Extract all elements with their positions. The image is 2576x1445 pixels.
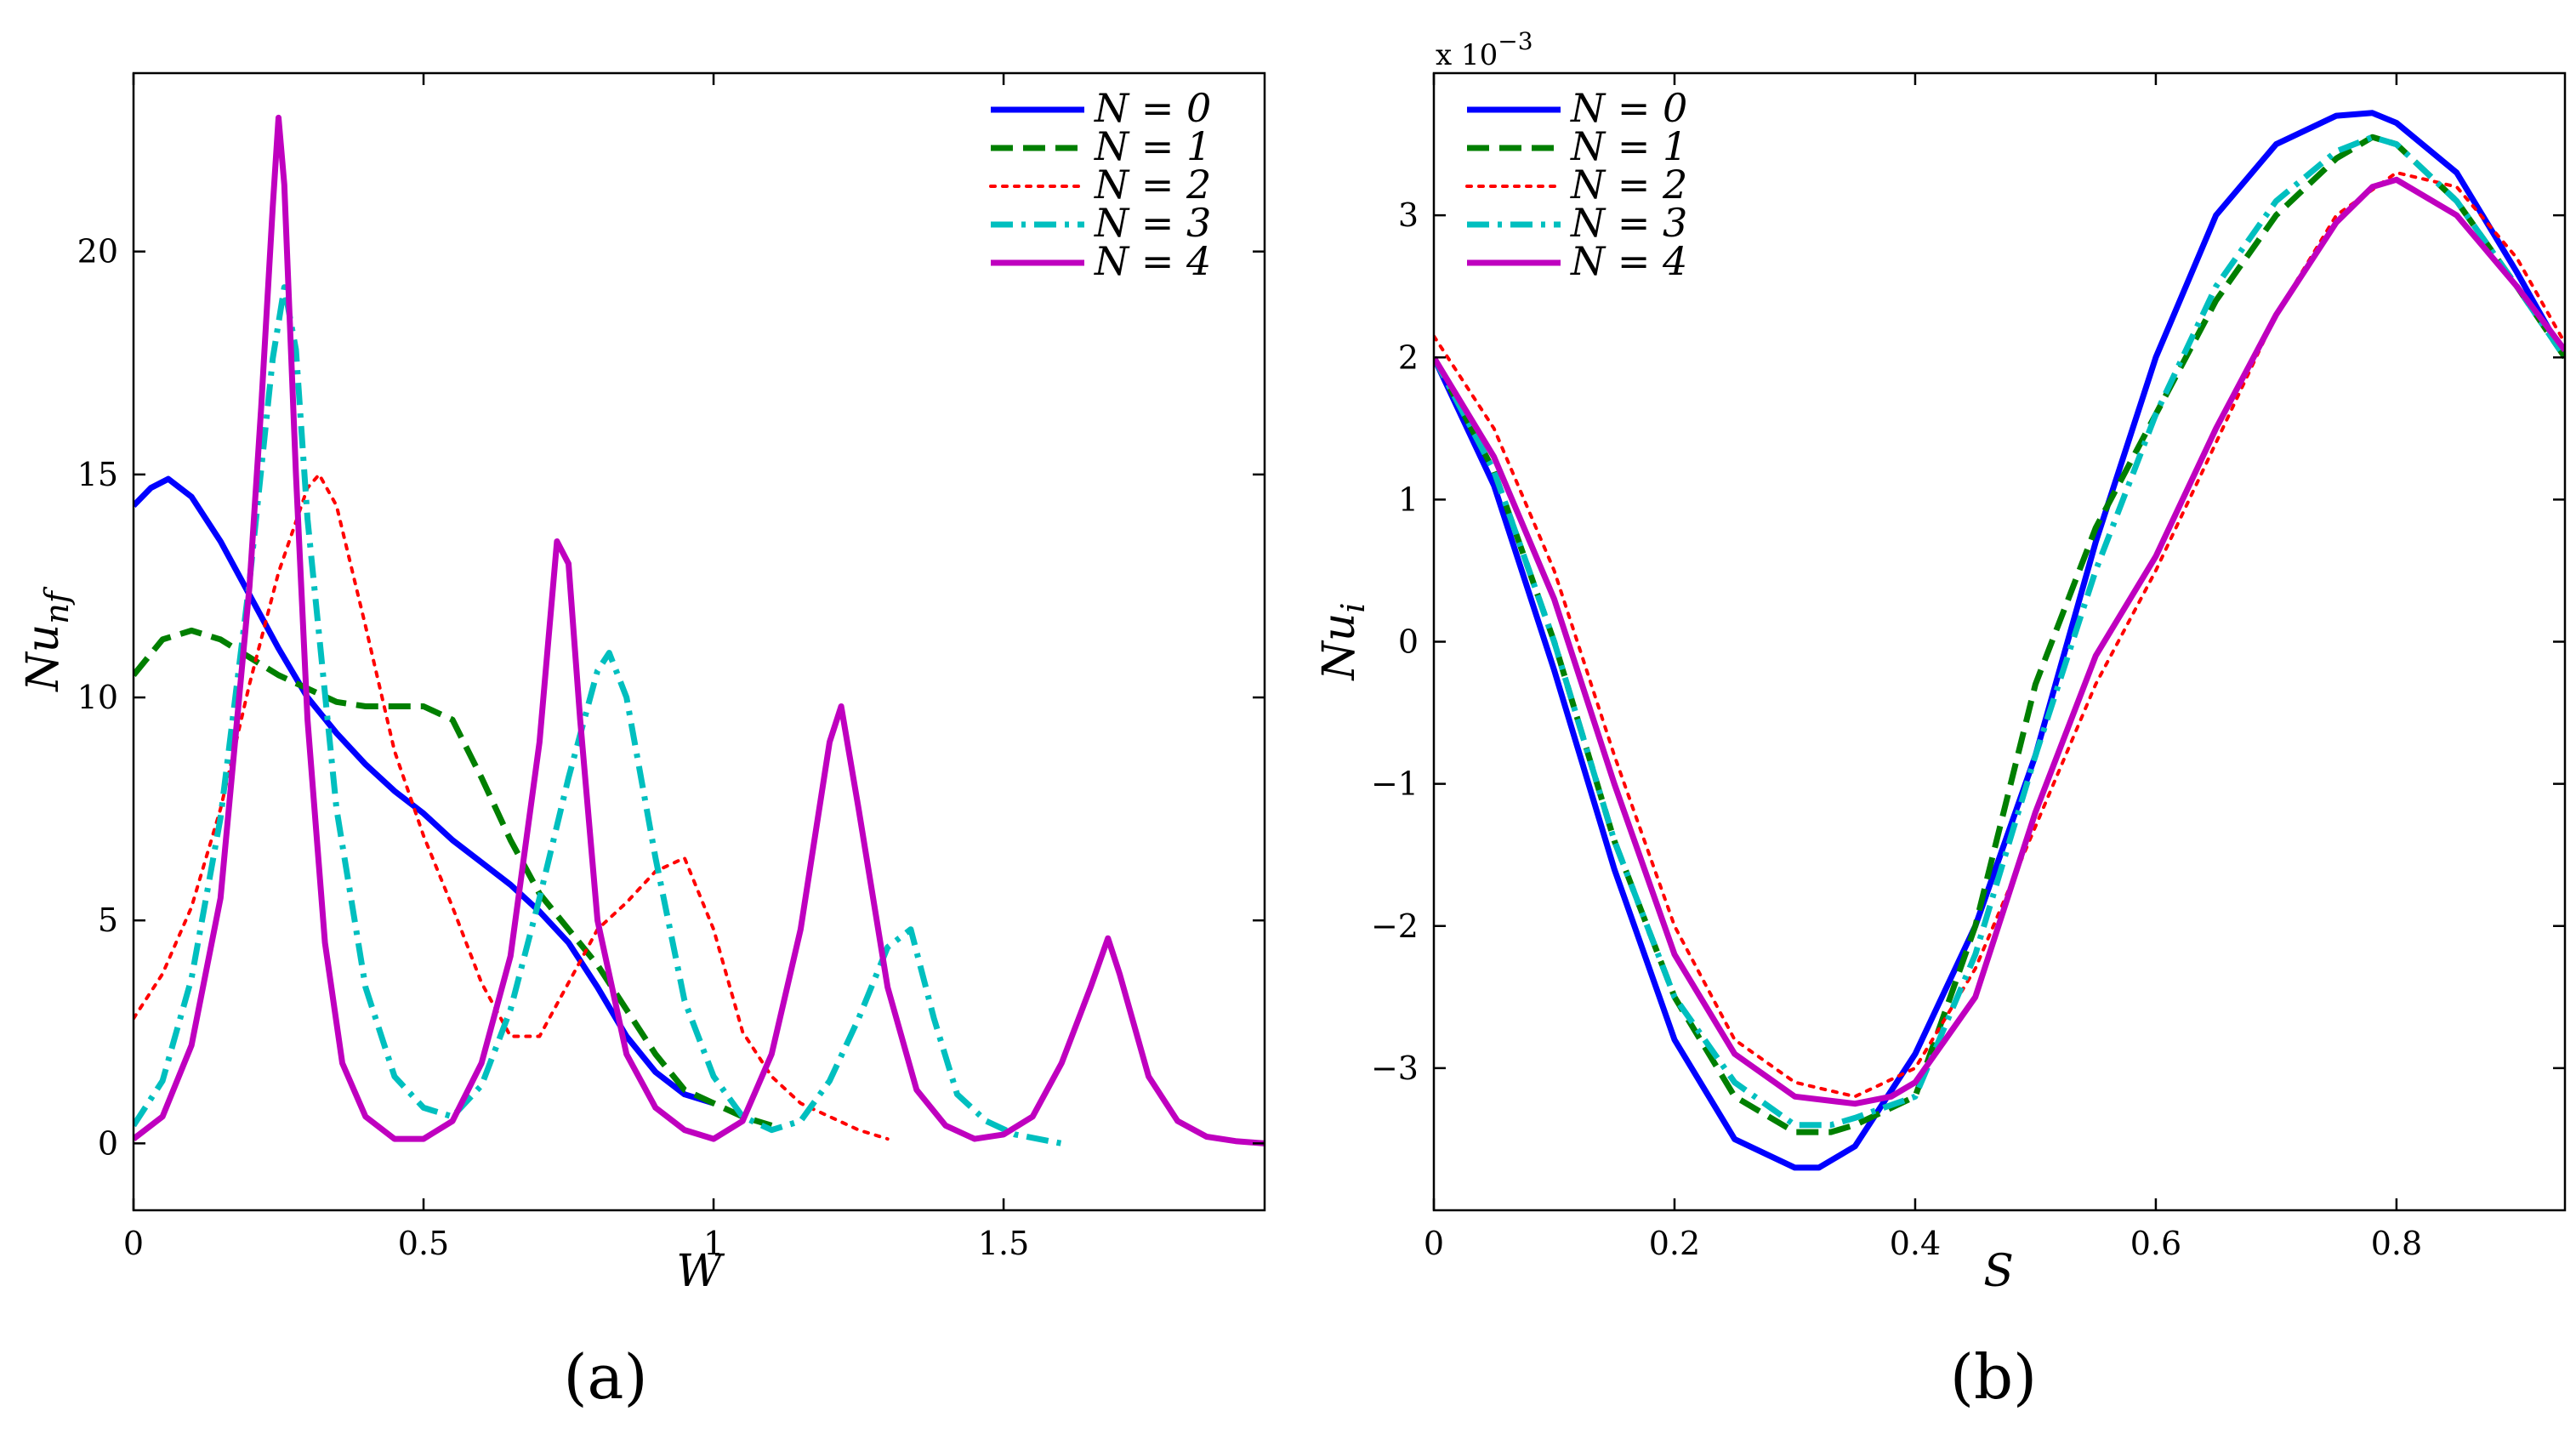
panel-b-multiplier: x 10−3 [1436, 27, 1533, 72]
panel-a-ticks: 0 0.5 1 1.5 0 5 10 15 20 [77, 73, 1265, 1262]
panel-a-xtick-label: 0 [123, 1225, 144, 1262]
panel-a-label: (a) [563, 1341, 647, 1413]
panel-b-legend-label-n-2: N = 2 [1570, 162, 1687, 208]
panel-a-legend-label-n-4: N = 4 [1094, 238, 1211, 284]
panel-a-legend-label-n-0: N = 0 [1094, 85, 1211, 131]
panel-a-legend-label-n-2: N = 2 [1094, 162, 1211, 208]
panel-b-legend-label-n-1: N = 1 [1570, 123, 1687, 169]
panel-a-ytick-label: 10 [77, 679, 118, 716]
panel-b-ytick-label: 3 [1398, 196, 1419, 234]
panel-a-ylabel: Nunf [18, 586, 76, 692]
panel-a: 0 0.5 1 1.5 0 5 10 15 20 N = 0N = 1N = 2N = 3N =… [18, 71, 1266, 1413]
panel-a-series-n-3 [134, 284, 1062, 1146]
panel-b-series-n-2 [1434, 171, 2565, 1099]
panel-b-xtick-label: 0.2 [1649, 1225, 1700, 1262]
panel-b-legend: N = 0N = 1N = 2N = 3N = 4 [1465, 85, 1687, 284]
panel-b-ytick-label: −3 [1371, 1050, 1419, 1087]
panel-b-series-n-0 [1434, 110, 2565, 1171]
panel-b-ytick-label: −1 [1371, 765, 1419, 803]
panel-b-ytick-label: 1 [1398, 481, 1419, 518]
panel-b-ytick-label: −2 [1371, 907, 1419, 945]
panel-a-ytick-label: 15 [77, 456, 118, 493]
panel-a-xtick-label: 0.5 [398, 1225, 449, 1262]
panel-b-xtick-label: 0 [1424, 1225, 1444, 1262]
panel-b-xtick-label: 0.4 [1890, 1225, 1941, 1262]
panel-a-ytick-label: 0 [98, 1124, 118, 1162]
panel-b-series [1434, 110, 2565, 1171]
panel-a-series-n-4 [134, 114, 1265, 1146]
panel-b-xtick-label: 0.8 [2371, 1225, 2422, 1262]
panel-a-series-n-1 [134, 627, 773, 1129]
panel-a-axes-frame [132, 71, 1266, 1212]
panel-a-legend: N = 0N = 1N = 2N = 3N = 4 [989, 85, 1211, 284]
panel-a-series-n-0 [134, 475, 715, 1107]
panel-a-xtick-label: 1 [703, 1225, 724, 1262]
panel-b-ticks: 0 0.2 0.4 0.6 0.8 −3 −2 −1 0 1 2 3 [1371, 73, 2565, 1262]
panel-b-ytick-label: 2 [1398, 338, 1419, 376]
panel-b-legend-label-n-3: N = 3 [1570, 200, 1687, 246]
panel-a-xlabel: W [676, 1246, 725, 1297]
panel-a-series [134, 114, 1265, 1146]
panel-a-xtick-label: 1.5 [978, 1225, 1029, 1262]
panel-a-ytick-label: 5 [98, 902, 118, 939]
panel-b-xlabel: S [1983, 1246, 2014, 1297]
panel-b-series-n-3 [1434, 134, 2565, 1129]
panel-b-label: (b) [1950, 1341, 2037, 1413]
panel-b-series-n-1 [1434, 134, 2565, 1135]
panel-a-legend-label-n-1: N = 1 [1094, 123, 1211, 169]
panel-b-legend-label-n-0: N = 0 [1570, 85, 1687, 131]
panel-b-series-n-4 [1434, 176, 2565, 1107]
panel-b-ytick-label: 0 [1398, 623, 1419, 661]
panel-b-legend-label-n-4: N = 4 [1570, 238, 1687, 284]
panel-b-xtick-label: 0.6 [2130, 1225, 2181, 1262]
panel-a-legend-label-n-3: N = 3 [1094, 200, 1211, 246]
panel-b-ylabel: Nui [1314, 602, 1372, 681]
panel-a-ytick-label: 20 [77, 233, 118, 270]
